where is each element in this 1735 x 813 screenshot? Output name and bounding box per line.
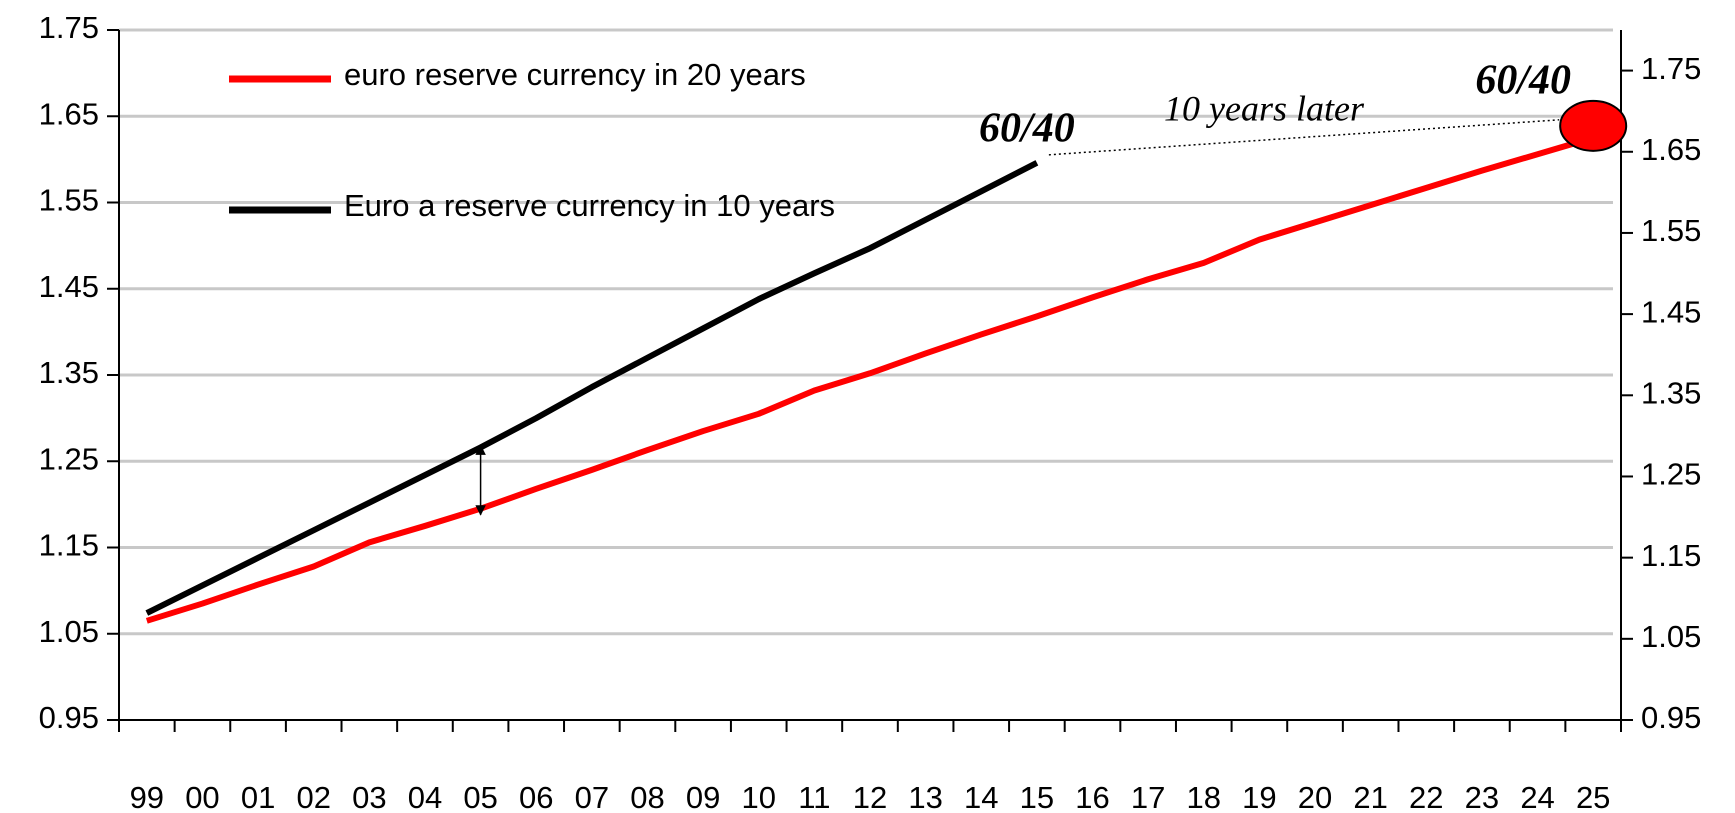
x-tick-label: 09 (686, 780, 720, 813)
dotted-connector (1048, 119, 1560, 156)
series-line (145, 160, 1039, 616)
x-tick-label: 04 (408, 780, 442, 813)
x-tick-label: 13 (908, 780, 942, 813)
target-marker (1559, 99, 1628, 152)
y-tick-label: 1.75 (39, 10, 99, 45)
annotation: 10 years later (1164, 88, 1365, 128)
x-tick-label: 18 (1187, 780, 1221, 813)
y-tick-label: 1.15 (39, 528, 99, 563)
x-tick-label: 17 (1131, 780, 1165, 813)
y2-tick-label: 1.05 (1641, 619, 1701, 654)
x-tick-label: 22 (1409, 780, 1443, 813)
y-tick-label: 1.05 (39, 614, 99, 649)
y2-tick-label: 1.15 (1641, 538, 1701, 573)
x-tick-label: 20 (1298, 780, 1332, 813)
x-tick-label: 25 (1576, 780, 1610, 813)
x-tick-label: 11 (798, 780, 830, 813)
x-tick-label: 10 (741, 780, 775, 813)
y-tick-label: 1.35 (39, 355, 99, 390)
x-tick-label: 01 (241, 780, 275, 813)
x-tick-label: 02 (296, 780, 330, 813)
y2-tick-label: 1.35 (1641, 375, 1701, 410)
annotation: 60/40 (1475, 58, 1571, 104)
y-tick-label: 1.25 (39, 441, 99, 476)
y-tick-label: 0.95 (39, 700, 99, 735)
y2-tick-label: 1.65 (1641, 132, 1701, 167)
x-tick-label: 12 (853, 780, 887, 813)
legend-label: euro reserve currency in 20 years (344, 57, 806, 92)
x-tick-label: 07 (575, 780, 609, 813)
y2-tick-label: 1.75 (1641, 51, 1701, 86)
x-tick-label: 05 (463, 780, 497, 813)
x-tick-label: 03 (352, 780, 386, 813)
y2-tick-label: 1.25 (1641, 457, 1701, 492)
x-tick-label: 14 (964, 780, 998, 813)
y2-tick-label: 0.95 (1641, 700, 1701, 735)
x-tick-label: 00 (185, 780, 219, 813)
annotation: 60/40 (979, 106, 1075, 152)
series-line (145, 134, 1595, 624)
x-tick-label: 24 (1520, 780, 1554, 813)
legend-label: Euro a reserve currency in 10 years (344, 188, 835, 223)
x-tick-label: 19 (1242, 780, 1276, 813)
x-tick-label: 15 (1020, 780, 1054, 813)
y2-tick-label: 1.55 (1641, 213, 1701, 248)
y-tick-label: 1.55 (39, 183, 99, 218)
x-tick-label: 16 (1075, 780, 1109, 813)
x-tick-label: 99 (130, 780, 164, 813)
y-tick-label: 1.65 (39, 96, 99, 131)
x-tick-label: 21 (1353, 780, 1387, 813)
x-tick-label: 23 (1465, 780, 1499, 813)
x-tick-label: 06 (519, 780, 553, 813)
y-tick-label: 1.45 (39, 269, 99, 304)
x-tick-label: 08 (630, 780, 664, 813)
y2-tick-label: 1.45 (1641, 294, 1701, 329)
